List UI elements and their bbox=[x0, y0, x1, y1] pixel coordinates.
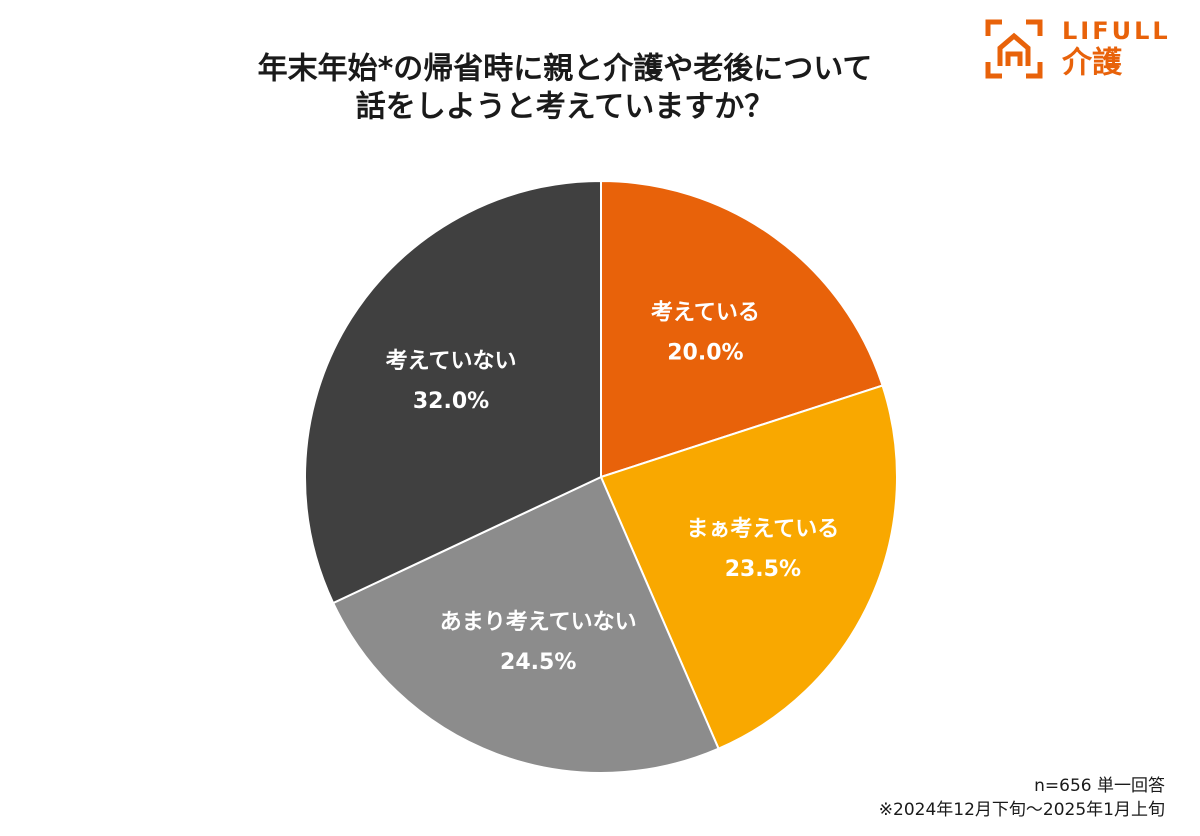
slice-label: 考えている bbox=[651, 300, 760, 325]
slice-label: まぁ考えている bbox=[686, 517, 839, 542]
pie-slice bbox=[304, 179, 602, 605]
logo-frame bbox=[985, 19, 1043, 79]
slice-value: 20.0% bbox=[667, 340, 743, 365]
note: n=656 単一回答 bbox=[1034, 776, 1165, 796]
slice-value: 32.0% bbox=[413, 389, 489, 414]
logo-brand: LIFULL bbox=[1062, 17, 1171, 45]
chart-title: 話をしようと考えていますか？ bbox=[356, 90, 775, 125]
pie: 考えている 20.0% まぁ考えている 23.5% あまり考えていない 24.5% 考えてい… bbox=[304, 179, 898, 774]
logo-service: 介護 bbox=[1061, 46, 1123, 81]
chart-title: 年末年始*の帰省時に親と介護や老後について bbox=[258, 52, 873, 87]
logo-house bbox=[997, 32, 1031, 66]
slice-label: あまり考えていない bbox=[440, 610, 637, 635]
slice-value: 24.5% bbox=[500, 650, 576, 675]
slice-value: 23.5% bbox=[725, 557, 801, 582]
pie-slice bbox=[331, 475, 720, 774]
pie-slice bbox=[600, 179, 884, 479]
note: ※2024年12月下旬～2025年1月上旬 bbox=[879, 800, 1165, 820]
pie-slice bbox=[599, 384, 898, 750]
logo bbox=[985, 19, 1043, 79]
slice-label: 考えていない bbox=[386, 349, 517, 374]
